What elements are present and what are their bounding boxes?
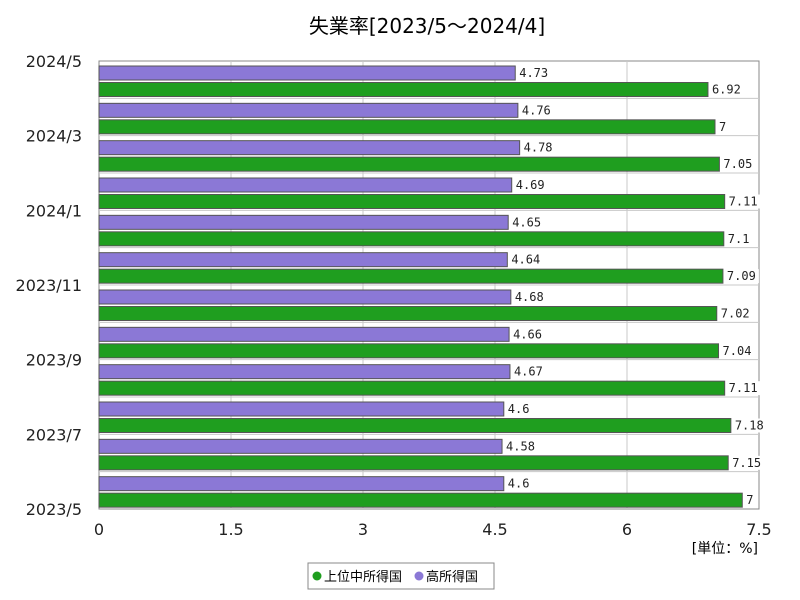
bar-upper-middle-2024-3 bbox=[98, 119, 716, 135]
data-label: 7.11 bbox=[729, 195, 758, 209]
x-axis-ticks: 0 1.5 3 4.5 6 7.5 bbox=[94, 520, 772, 539]
bar-high-income-2023-10 bbox=[98, 289, 512, 305]
bar-high-income-2023-6 bbox=[98, 438, 503, 454]
data-label-bg bbox=[725, 231, 753, 246]
data-label-bg bbox=[513, 178, 548, 192]
data-label-bg bbox=[509, 252, 544, 267]
x-tick-label: 0 bbox=[94, 520, 104, 539]
unit-label: [単位：%] bbox=[692, 541, 758, 557]
bar-high-income-2024-4 bbox=[98, 65, 516, 81]
x-tick-label: 7.5 bbox=[746, 520, 771, 539]
y-tick-label: 2023/5 bbox=[26, 500, 82, 519]
data-label: 7.02 bbox=[721, 307, 750, 321]
data-label-bg bbox=[726, 194, 761, 209]
data-label: 4.68 bbox=[515, 290, 544, 304]
legend-marker-high-income bbox=[414, 571, 424, 581]
data-label: 4.76 bbox=[522, 103, 551, 117]
legend-box bbox=[307, 562, 495, 590]
x-tick-label: 3 bbox=[358, 520, 368, 539]
bar-high-income-2023-5 bbox=[98, 476, 505, 492]
bar-upper-middle-2023-7 bbox=[98, 418, 732, 433]
bar-high-income-2023-9 bbox=[98, 326, 510, 342]
data-label: 4.64 bbox=[511, 253, 540, 267]
bar-upper-middle-2023-5 bbox=[98, 492, 743, 508]
y-axis-ticks: 2024/5 2024/3 2024/1 2023/11 2023/9 2023/7 202… bbox=[16, 52, 82, 519]
data-label-bg bbox=[504, 439, 539, 454]
bar-upper-middle-2023-8 bbox=[98, 380, 726, 396]
data-label: 4.69 bbox=[516, 178, 545, 192]
legend-marker-upper-middle bbox=[312, 571, 322, 581]
bar-upper-middle-2024-4 bbox=[98, 82, 709, 97]
data-label-bg bbox=[744, 493, 756, 508]
data-label: 7.11 bbox=[729, 381, 758, 395]
data-label: 7 bbox=[746, 493, 753, 507]
bar-high-income-2024-3 bbox=[98, 102, 519, 118]
data-label: 4.73 bbox=[519, 66, 548, 80]
legend-label-upper-middle: 上位中所得国 bbox=[324, 569, 402, 585]
data-label: 6.92 bbox=[712, 83, 741, 97]
data-label-bg bbox=[521, 140, 556, 155]
bar-upper-middle-2023-9 bbox=[98, 343, 720, 359]
data-label: 4.58 bbox=[506, 439, 535, 453]
bar-high-income-2023-8 bbox=[98, 364, 511, 380]
x-tick-label: 4.5 bbox=[482, 520, 507, 539]
bar-high-income-2023-11 bbox=[98, 252, 508, 268]
data-label: 7.09 bbox=[727, 269, 756, 283]
bar-upper-middle-2024-1 bbox=[98, 194, 726, 209]
data-label-bg bbox=[726, 381, 761, 396]
data-label-bg bbox=[519, 103, 554, 118]
data-label-bg bbox=[718, 306, 753, 321]
data-label: 4.66 bbox=[513, 327, 542, 341]
data-label-bg bbox=[512, 290, 547, 304]
data-label-bg bbox=[732, 418, 767, 433]
data-label: 7 bbox=[719, 120, 726, 134]
data-label: 4.6 bbox=[508, 477, 530, 491]
bar-upper-middle-2023-6 bbox=[98, 455, 729, 471]
bar-upper-middle-2024-2 bbox=[98, 156, 720, 172]
bar-upper-middle-2023-11 bbox=[98, 268, 724, 284]
data-label: 4.67 bbox=[514, 365, 543, 379]
data-label: 7.1 bbox=[728, 232, 750, 246]
chart-title: 失業率[2023/5～2024/4] bbox=[309, 14, 545, 38]
data-label-bg bbox=[511, 327, 546, 342]
data-label-bg bbox=[511, 364, 546, 379]
data-label-bg bbox=[720, 343, 755, 358]
y-tick-label: 2024/3 bbox=[26, 127, 82, 146]
bar-high-income-2023-7 bbox=[98, 401, 505, 417]
legend: 上位中所得国 高所得国 bbox=[307, 562, 495, 590]
bar-upper-middle-2023-10 bbox=[98, 306, 718, 321]
data-label: 4.65 bbox=[512, 215, 541, 229]
x-tick-label: 1.5 bbox=[218, 520, 243, 539]
x-tick-label: 6 bbox=[622, 520, 632, 539]
data-label: 4.78 bbox=[524, 141, 553, 155]
bars-group: 4.736.924.7674.787.054.697.114.657.14.64… bbox=[98, 65, 767, 508]
data-label-bg bbox=[721, 157, 756, 172]
data-label: 7.05 bbox=[723, 157, 752, 171]
bar-high-income-2024-1 bbox=[98, 177, 513, 193]
y-tick-label: 2023/9 bbox=[26, 351, 82, 370]
data-label-bg bbox=[709, 82, 744, 97]
y-tick-label: 2023/11 bbox=[16, 276, 82, 295]
bar-high-income-2023-12 bbox=[98, 214, 509, 230]
data-label: 7.15 bbox=[732, 456, 761, 470]
y-tick-label: 2024/1 bbox=[26, 201, 82, 220]
bar-upper-middle-2023-12 bbox=[98, 231, 725, 247]
legend-label-high-income: 高所得国 bbox=[426, 569, 478, 585]
data-label-bg bbox=[505, 476, 533, 491]
data-label-bg bbox=[510, 215, 545, 230]
data-label-bg bbox=[730, 455, 765, 470]
data-label: 7.18 bbox=[735, 419, 764, 433]
y-tick-label: 2023/7 bbox=[26, 425, 82, 444]
data-label: 4.6 bbox=[508, 402, 530, 416]
data-label-bg bbox=[717, 119, 729, 134]
data-label: 7.04 bbox=[723, 344, 752, 358]
data-label-bg bbox=[517, 66, 552, 80]
data-label-bg bbox=[724, 269, 759, 284]
y-tick-label: 2024/5 bbox=[26, 52, 82, 71]
bar-high-income-2024-2 bbox=[98, 140, 521, 156]
gridlines bbox=[99, 61, 759, 509]
data-label-bg bbox=[505, 402, 533, 416]
